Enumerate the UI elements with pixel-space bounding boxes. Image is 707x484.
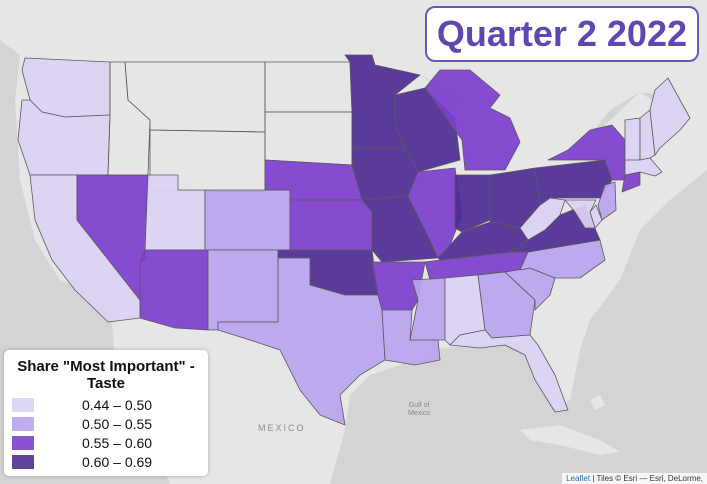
state-vt[interactable] — [624, 117, 641, 161]
legend-label: 0.55 – 0.60 — [82, 435, 153, 451]
map-title: Quarter 2 2022 — [424, 6, 699, 62]
legend-title: Share "Most Important" - Taste — [4, 358, 208, 392]
leaflet-link[interactable]: Leaflet — [566, 474, 591, 483]
legend-item: 0.60 – 0.69 — [4, 453, 208, 472]
legend-label: 0.60 – 0.69 — [82, 454, 153, 470]
legend-label: 0.44 – 0.50 — [82, 397, 153, 413]
gulf-label-line1: Gulf of — [408, 402, 430, 409]
state-nm[interactable] — [207, 249, 279, 331]
legend-title-line1: Share "Most Important" - — [17, 358, 195, 375]
land-cuba — [520, 425, 620, 455]
state-az[interactable] — [139, 249, 209, 331]
legend-swatch — [12, 436, 34, 450]
state-nj[interactable] — [597, 181, 617, 221]
state-mi[interactable] — [424, 69, 521, 171]
state-fl[interactable] — [449, 329, 569, 413]
legend-item: 0.44 – 0.50 — [4, 396, 208, 415]
legend-swatch — [12, 417, 34, 431]
state-me[interactable] — [649, 77, 691, 156]
legend: Share "Most Important" - Taste 0.44 – 0.… — [4, 350, 208, 476]
state-in[interactable] — [454, 174, 491, 233]
state-co[interactable] — [204, 189, 291, 251]
legend-item: 0.55 – 0.60 — [4, 434, 208, 453]
state-tx[interactable] — [217, 257, 386, 426]
state-ks[interactable] — [289, 199, 373, 251]
legend-items: 0.44 – 0.50 0.50 – 0.55 0.55 – 0.60 0.60… — [4, 396, 208, 472]
state-md[interactable] — [564, 199, 597, 229]
map-attribution: Leaflet | Tiles © Esri — Esri, DeLorme, — [562, 473, 707, 484]
state-sd[interactable] — [264, 111, 353, 166]
legend-title-line2: Taste — [86, 375, 126, 392]
legend-item: 0.50 – 0.55 — [4, 415, 208, 434]
legend-swatch — [12, 398, 34, 412]
mexico-label: MEXICO — [258, 423, 306, 433]
state-ia[interactable] — [351, 147, 419, 201]
states-layer[interactable] — [17, 54, 691, 426]
state-nd[interactable] — [264, 61, 353, 113]
gulf-of-mexico-label: Gulf of Mexico — [408, 402, 430, 418]
attribution-text: | Tiles © Esri — Esri, DeLorme, — [590, 474, 703, 483]
land-bahamas — [590, 395, 605, 410]
legend-swatch — [12, 455, 34, 469]
legend-label: 0.50 – 0.55 — [82, 416, 153, 432]
gulf-label-line2: Mexico — [408, 410, 431, 417]
state-la[interactable] — [381, 309, 441, 366]
